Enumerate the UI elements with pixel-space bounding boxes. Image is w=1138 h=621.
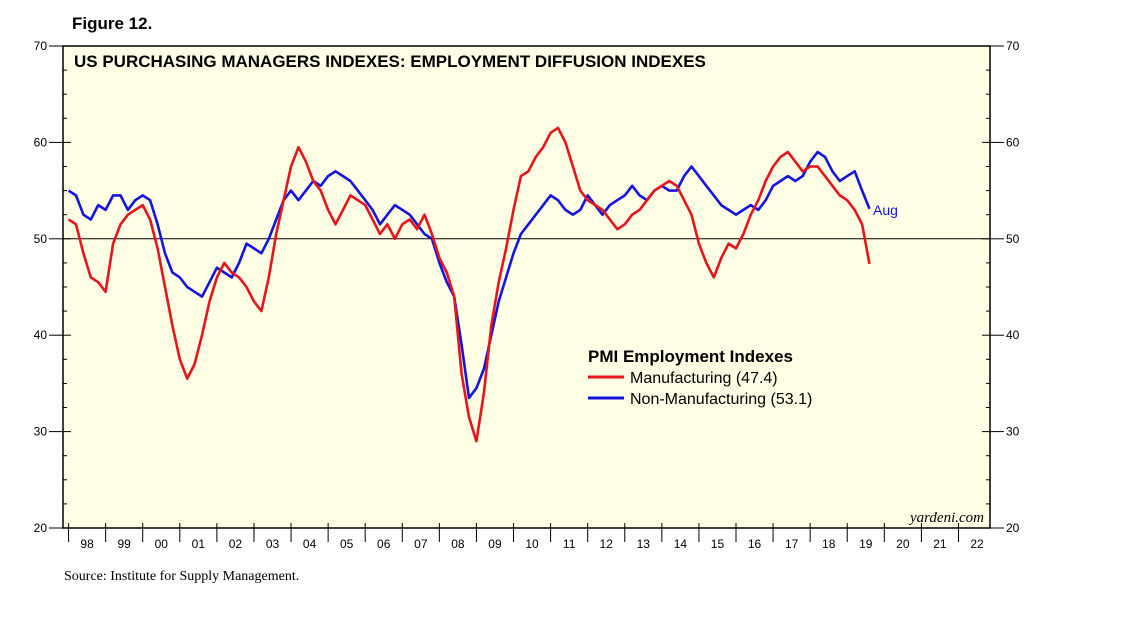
x-tick-label: 13 [637, 537, 651, 551]
y-tick-label-left: 70 [34, 39, 48, 53]
x-tick-label: 09 [488, 537, 502, 551]
x-tick-label: 21 [933, 537, 947, 551]
chart-title: US PURCHASING MANAGERS INDEXES: EMPLOYME… [74, 52, 706, 71]
series-line-non-manufacturing [67, 150, 871, 400]
x-tick-label: 10 [525, 537, 539, 551]
y-axis-left-labels: 20 30 40 50 60 70 [34, 39, 48, 535]
y-tick-label-left: 50 [34, 232, 48, 246]
x-tick-label: 07 [414, 537, 428, 551]
x-tick-label: 02 [229, 537, 243, 551]
x-axis-labels: 98 99 00 01 02 03 04 05 06 07 08 09 10 11 12 13 14 15 16 17… [80, 537, 984, 551]
x-tick-label: 17 [785, 537, 799, 551]
watermark: yardeni.com [908, 510, 984, 526]
y-axis-right-labels: 20 30 40 50 60 70 [1006, 39, 1020, 535]
y-tick-label-right: 70 [1006, 39, 1020, 53]
x-tick-label: 19 [859, 537, 873, 551]
x-tick-label: 12 [600, 537, 614, 551]
end-label: Aug [873, 202, 898, 218]
x-tick-label: 16 [748, 537, 762, 551]
source-note: Source: Institute for Supply Management. [64, 569, 300, 584]
y-tick-label-right: 40 [1006, 328, 1020, 342]
legend-label-manufacturing: Manufacturing (47.4) [630, 370, 778, 387]
axis-ticks [49, 45, 1004, 542]
y-tick-label-right: 30 [1006, 425, 1020, 439]
y-tick-label-left: 30 [34, 425, 48, 439]
x-tick-label: 14 [674, 537, 688, 551]
x-tick-label: 03 [266, 537, 280, 551]
x-tick-label: 08 [451, 537, 465, 551]
x-tick-label: 11 [563, 537, 576, 551]
x-tick-label: 18 [822, 537, 836, 551]
x-tick-label: 22 [970, 537, 984, 551]
y-tick-label-left: 20 [34, 521, 48, 535]
legend-title: PMI Employment Indexes [588, 347, 793, 366]
y-tick-label-left: 60 [34, 135, 48, 149]
y-tick-label-right: 20 [1006, 521, 1020, 535]
x-tick-label: 06 [377, 537, 391, 551]
chart: 20 30 40 50 60 70 20 30 40 50 60 70 98 99 00 01 02 03 04… [34, 39, 1020, 551]
x-tick-label: 00 [155, 537, 169, 551]
y-tick-label-left: 40 [34, 328, 48, 342]
x-tick-label: 98 [80, 537, 94, 551]
x-tick-label: 20 [896, 537, 910, 551]
x-tick-label: 05 [340, 537, 354, 551]
y-tick-label-right: 50 [1006, 232, 1020, 246]
plot-background [62, 45, 991, 529]
series-line-manufacturing [67, 126, 871, 443]
legend-label-non-manufacturing: Non-Manufacturing (53.1) [630, 391, 812, 408]
x-tick-label: 04 [303, 537, 317, 551]
x-tick-label: 99 [118, 537, 132, 551]
y-tick-label-right: 60 [1006, 135, 1020, 149]
x-tick-label: 01 [192, 537, 206, 551]
x-tick-label: 15 [711, 537, 725, 551]
series-group [67, 126, 871, 443]
figure-label: Figure 12. [72, 14, 153, 33]
